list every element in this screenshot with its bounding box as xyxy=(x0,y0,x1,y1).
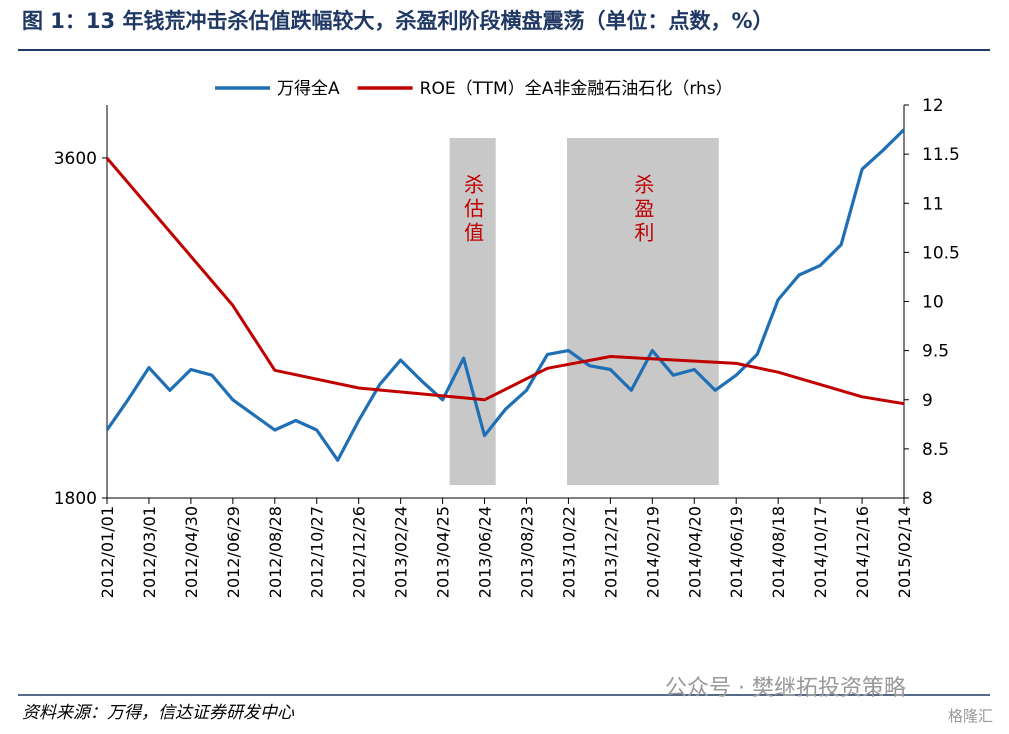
y2-tick-label: 10.5 xyxy=(922,243,960,263)
x-tick-label: 2014/06/19 xyxy=(727,506,746,598)
x-tick-label: 2012/04/30 xyxy=(182,506,201,598)
y2-tick-label: 10 xyxy=(922,293,944,313)
x-tick-label: 2012/10/27 xyxy=(308,506,327,598)
series-line xyxy=(105,128,906,462)
y2-tick-label: 8.5 xyxy=(922,440,949,460)
source: 资料来源：万得，信达证券研发中心 xyxy=(22,703,295,723)
x-tick-label: 2013/02/24 xyxy=(392,506,411,598)
y2-tick-label: 12 xyxy=(922,96,944,116)
x-tick-label: 2013/06/24 xyxy=(476,506,495,598)
y2-tick-label: 11.5 xyxy=(922,145,960,165)
x-tick-label: 2013/04/25 xyxy=(434,506,453,598)
x-tick-label: 2012/03/01 xyxy=(140,506,159,598)
x-tick-label: 2012/12/26 xyxy=(350,506,369,598)
x-tick-label: 2015/02/14 xyxy=(895,506,914,598)
x-tick-label: 2014/08/18 xyxy=(769,506,788,598)
x-tick-label: 2014/02/19 xyxy=(643,506,662,598)
x-tick-label: 2013/08/23 xyxy=(517,506,536,598)
legend-label: ROE（TTM）全A非金融石油石化（rhs） xyxy=(420,79,733,99)
x-tick-label: 2013/10/22 xyxy=(559,506,578,598)
chart-title: 图 1：13 年钱荒冲击杀估值跌幅较大，杀盈利阶段横盘震荡（单位：点数，%） xyxy=(22,9,774,33)
shade-label: 杀估值 xyxy=(461,174,485,246)
x-tick-label: 2012/06/29 xyxy=(224,506,243,598)
watermark-2: 格隆汇 xyxy=(948,707,993,725)
y-tick-label: 1800 xyxy=(54,489,97,509)
x-tick-label: 2014/04/20 xyxy=(685,506,704,598)
shaded-region xyxy=(449,138,496,485)
y-tick-label: 3600 xyxy=(54,149,97,169)
x-tick-label: 2012/08/28 xyxy=(266,506,285,598)
watermark: 公众号 · 樊继拓投资策略 xyxy=(665,676,906,701)
shade-label: 杀盈利 xyxy=(631,174,655,246)
y2-tick-label: 9 xyxy=(922,391,933,411)
legend-label: 万得全A xyxy=(277,79,340,99)
x-tick-label: 2013/12/21 xyxy=(601,506,620,598)
x-tick-label: 2014/10/17 xyxy=(811,506,830,598)
shaded-region xyxy=(567,138,719,485)
series-line xyxy=(105,157,905,406)
y2-tick-label: 8 xyxy=(922,489,933,509)
x-tick-label: 2012/01/01 xyxy=(98,506,117,598)
y2-tick-label: 11 xyxy=(922,194,944,214)
y2-tick-label: 9.5 xyxy=(922,342,949,362)
x-tick-label: 2014/12/16 xyxy=(853,506,872,598)
